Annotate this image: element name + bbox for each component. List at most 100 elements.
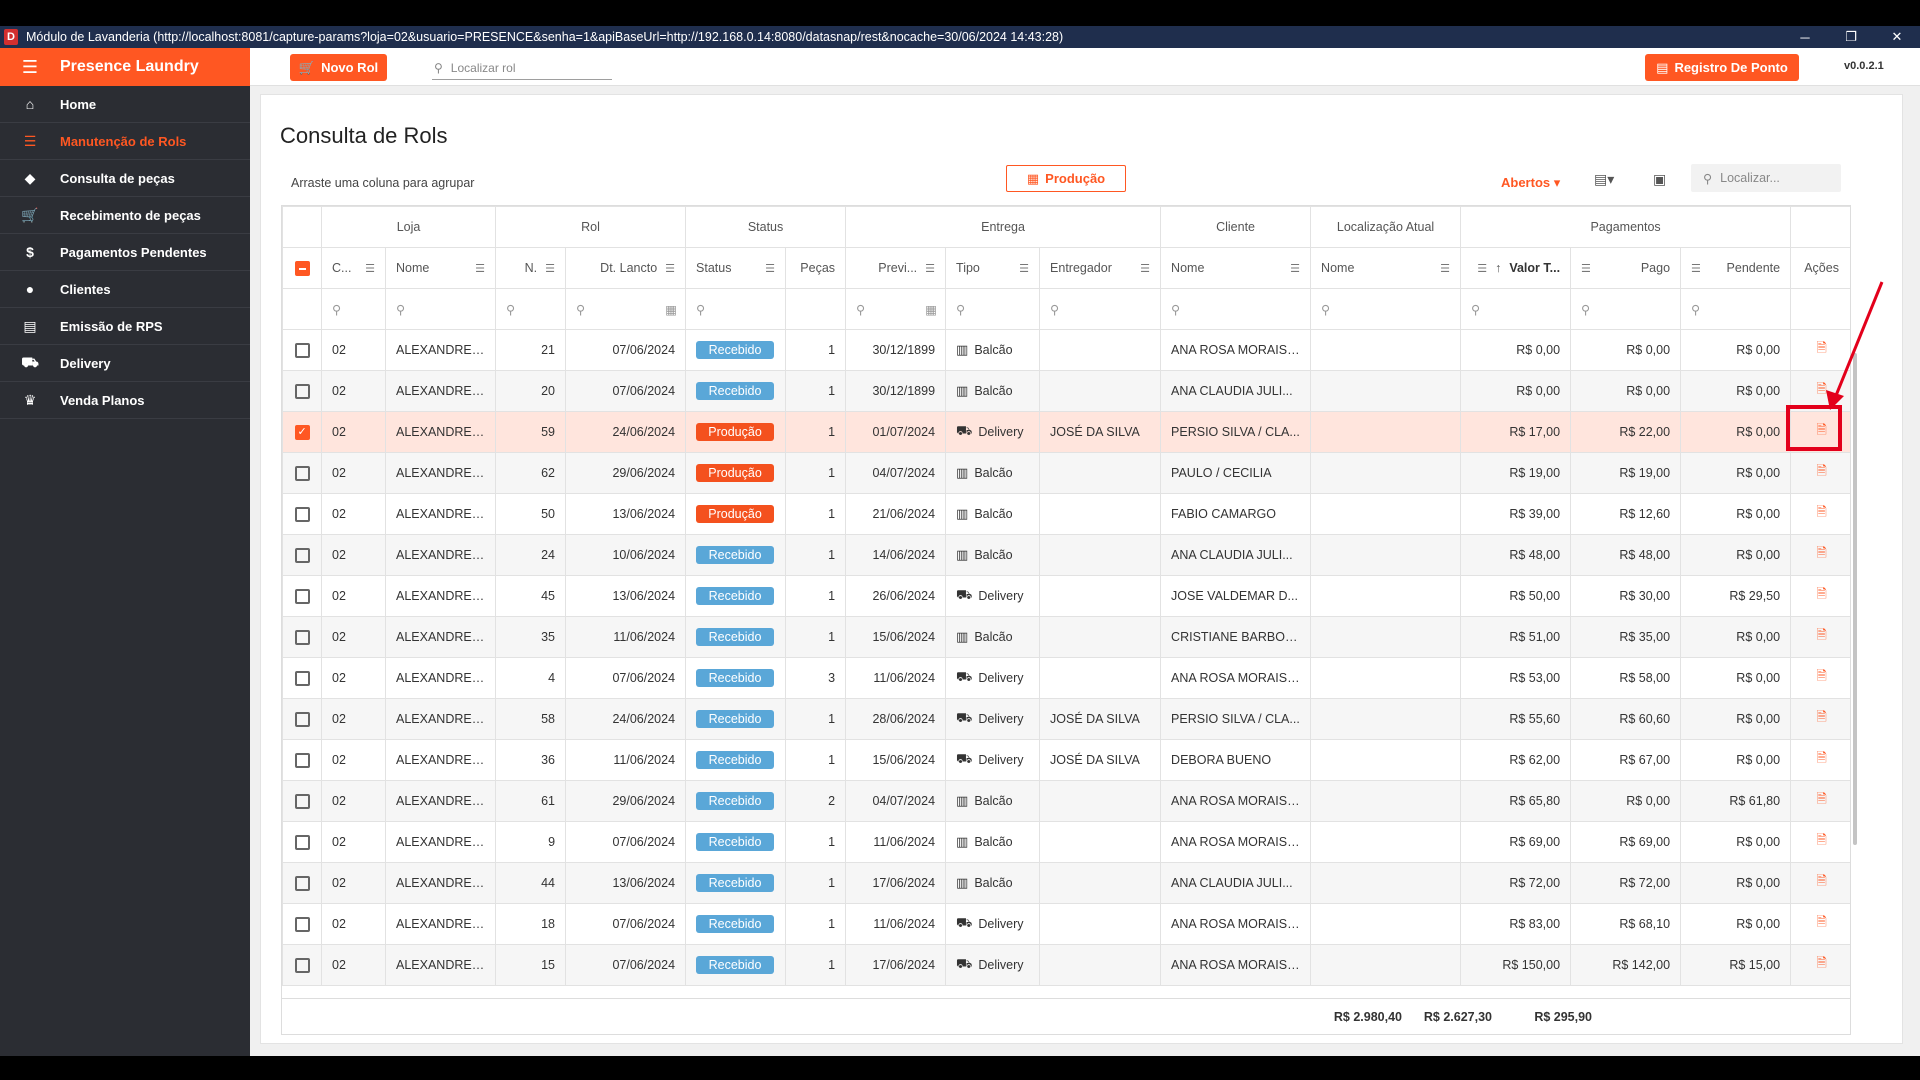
row-checkbox[interactable] bbox=[282, 739, 322, 781]
table-row[interactable]: 02 ALEXANDRE ... 9 07/06/2024 Recebido 1… bbox=[282, 821, 1850, 863]
table-row[interactable]: 02 ALEXANDRE ... 20 07/06/2024 Recebido … bbox=[282, 370, 1850, 412]
col-numero[interactable]: N. ☰ bbox=[495, 247, 567, 289]
pdf-icon[interactable]: 🗎 bbox=[1816, 709, 1827, 724]
filter-search-icon[interactable]: ⚲ bbox=[1570, 288, 1682, 330]
row-checkbox[interactable] bbox=[282, 862, 322, 904]
row-checkbox[interactable] bbox=[282, 698, 322, 740]
cell-pecas: 1 bbox=[785, 452, 847, 494]
col-cliente-nome[interactable]: Nome ☰ bbox=[1160, 247, 1312, 289]
sidebar-item-2[interactable]: ◆ Consulta de peças bbox=[0, 160, 250, 197]
col-pago[interactable]: ☰ Pago bbox=[1570, 247, 1682, 289]
abertos-dropdown[interactable]: Abertos ▾ bbox=[1501, 175, 1560, 191]
row-checkbox[interactable] bbox=[282, 780, 322, 822]
table-row[interactable]: 02 ALEXANDRE ... 44 13/06/2024 Recebido … bbox=[282, 862, 1850, 904]
pdf-icon[interactable]: 🗎 bbox=[1816, 873, 1827, 888]
col-entregador[interactable]: Entregador ☰ bbox=[1039, 247, 1162, 289]
col-status[interactable]: Status ☰ bbox=[685, 247, 787, 289]
filter-search-icon[interactable]: ⚲ bbox=[384, 288, 497, 330]
col-pendente[interactable]: ☰ Pendente bbox=[1680, 247, 1792, 289]
grid-scrollbar[interactable] bbox=[1853, 353, 1857, 845]
pdf-icon[interactable]: 🗎 bbox=[1816, 586, 1827, 601]
col-dt-lancto[interactable]: Dt. Lancto ☰ bbox=[565, 247, 687, 289]
table-row[interactable]: 02 ALEXANDRE ... 62 29/06/2024 Produção … bbox=[282, 452, 1850, 494]
table-row[interactable]: 02 ALEXANDRE ... 24 10/06/2024 Recebido … bbox=[282, 534, 1850, 576]
table-row[interactable]: 02 ALEXANDRE ... 18 07/06/2024 Recebido … bbox=[282, 903, 1850, 945]
col-loja-nome[interactable]: Nome ☰ bbox=[384, 247, 497, 289]
pdf-icon[interactable]: 🗎 bbox=[1816, 545, 1827, 560]
sidebar-item-4[interactable]: $ Pagamentos Pendentes bbox=[0, 234, 250, 271]
column-chooser-icon[interactable]: ▣ bbox=[1653, 171, 1667, 187]
sidebar-item-7[interactable]: ⛟ Delivery bbox=[0, 345, 250, 382]
sidebar-item-6[interactable]: ▤ Emissão de RPS bbox=[0, 308, 250, 345]
row-checkbox[interactable] bbox=[282, 821, 322, 863]
pdf-icon[interactable]: 🗎 bbox=[1816, 955, 1827, 970]
sidebar-item-1[interactable]: ☰ Manutenção de Rols bbox=[0, 123, 250, 160]
pdf-icon[interactable]: 🗎 bbox=[1816, 750, 1827, 765]
registro-ponto-button[interactable]: ▤ Registro De Ponto bbox=[1645, 54, 1799, 81]
novo-rol-button[interactable]: 🛒 Novo Rol bbox=[290, 54, 387, 81]
menu-icon[interactable]: ☰ bbox=[21, 56, 39, 77]
row-checkbox[interactable] bbox=[282, 329, 322, 371]
sidebar-item-0[interactable]: ⌂ Home bbox=[0, 86, 250, 123]
row-checkbox[interactable] bbox=[282, 452, 322, 494]
cell-pago: R$ 0,00 bbox=[1570, 780, 1682, 822]
row-checkbox[interactable] bbox=[282, 616, 322, 658]
filter-search-icon[interactable]: ⚲ bbox=[685, 288, 787, 330]
filter-search-icon[interactable]: ⚲ bbox=[495, 288, 567, 330]
table-row[interactable]: 02 ALEXANDRE ... 59 24/06/2024 Produção … bbox=[282, 411, 1850, 453]
col-valor-total[interactable]: ☰ ↑ Valor T... bbox=[1460, 247, 1572, 289]
pdf-icon[interactable]: 🗎 bbox=[1816, 832, 1827, 847]
cell-loja: ALEXANDRE ... bbox=[384, 575, 497, 617]
restore-icon[interactable]: ❐ bbox=[1845, 29, 1857, 44]
filter-search-icon[interactable]: ⚲ bbox=[321, 288, 386, 330]
table-row[interactable]: 02 ALEXANDRE ... 4 07/06/2024 Recebido 3… bbox=[282, 657, 1850, 699]
row-checkbox[interactable] bbox=[282, 411, 322, 453]
row-checkbox[interactable] bbox=[282, 575, 322, 617]
col-pecas[interactable]: Peças bbox=[785, 247, 847, 289]
table-row[interactable]: 02 ALEXANDRE ... 50 13/06/2024 Produção … bbox=[282, 493, 1850, 535]
pdf-icon[interactable]: 🗎 bbox=[1816, 668, 1827, 683]
export-icon[interactable]: ▤▾ bbox=[1594, 171, 1615, 187]
col-local-nome[interactable]: Nome ☰ bbox=[1310, 247, 1462, 289]
row-checkbox[interactable] bbox=[282, 903, 322, 945]
pdf-icon[interactable]: 🗎 bbox=[1816, 463, 1827, 478]
pdf-icon[interactable]: 🗎 bbox=[1816, 791, 1827, 806]
producao-button[interactable]: ▦ Produção bbox=[1006, 165, 1126, 192]
filter-search-icon[interactable]: ⚲ bbox=[1460, 288, 1572, 330]
minimize-icon[interactable]: ─ bbox=[1800, 29, 1810, 45]
filter-search-icon[interactable]: ⚲ bbox=[1310, 288, 1462, 330]
col-previsao[interactable]: Previ... ☰ bbox=[845, 247, 947, 289]
table-row[interactable]: 02 ALEXANDRE ... 21 07/06/2024 Recebido … bbox=[282, 329, 1850, 371]
sidebar-item-8[interactable]: ♛ Venda Planos bbox=[0, 382, 250, 419]
table-row[interactable]: 02 ALEXANDRE ... 61 29/06/2024 Recebido … bbox=[282, 780, 1850, 822]
row-checkbox[interactable] bbox=[282, 370, 322, 412]
select-all-checkbox[interactable] bbox=[282, 247, 322, 289]
filter-search-icon[interactable]: ⚲ bbox=[1160, 288, 1312, 330]
search-rol-input[interactable]: ⚲ Localizar rol bbox=[432, 56, 612, 80]
filter-search-icon[interactable]: ⚲ bbox=[945, 288, 1041, 330]
col-codigo[interactable]: C... ☰ bbox=[321, 247, 386, 289]
sidebar-item-3[interactable]: 🛒 Recebimento de peças bbox=[0, 197, 250, 234]
col-tipo[interactable]: Tipo ☰ bbox=[945, 247, 1041, 289]
table-row[interactable]: 02 ALEXANDRE ... 15 07/06/2024 Recebido … bbox=[282, 944, 1850, 986]
pdf-icon[interactable]: 🗎 bbox=[1816, 504, 1827, 519]
table-row[interactable]: 02 ALEXANDRE ... 58 24/06/2024 Recebido … bbox=[282, 698, 1850, 740]
pdf-icon[interactable]: 🗎 bbox=[1816, 914, 1827, 929]
table-row[interactable]: 02 ALEXANDRE ... 35 11/06/2024 Recebido … bbox=[282, 616, 1850, 658]
sidebar-item-5[interactable]: ● Clientes bbox=[0, 271, 250, 308]
row-checkbox[interactable] bbox=[282, 657, 322, 699]
table-row[interactable]: 02 ALEXANDRE ... 45 13/06/2024 Recebido … bbox=[282, 575, 1850, 617]
filter-search-icon[interactable]: ⚲ bbox=[1039, 288, 1162, 330]
cell-codigo: 02 bbox=[321, 575, 386, 617]
row-checkbox[interactable] bbox=[282, 534, 322, 576]
close-icon[interactable]: ✕ bbox=[1891, 29, 1903, 44]
filter-search-icon[interactable]: ⚲ ▦ bbox=[565, 288, 687, 330]
pdf-icon[interactable]: 🗎 bbox=[1816, 627, 1827, 642]
row-checkbox[interactable] bbox=[282, 944, 322, 986]
grid-search-input[interactable]: ⚲ Localizar... bbox=[1691, 164, 1841, 192]
filter-search-icon[interactable]: ⚲ ▦ bbox=[845, 288, 947, 330]
filter-search-icon[interactable]: ⚲ bbox=[1680, 288, 1792, 330]
cell-entregador bbox=[1039, 903, 1162, 945]
table-row[interactable]: 02 ALEXANDRE ... 36 11/06/2024 Recebido … bbox=[282, 739, 1850, 781]
row-checkbox[interactable] bbox=[282, 493, 322, 535]
